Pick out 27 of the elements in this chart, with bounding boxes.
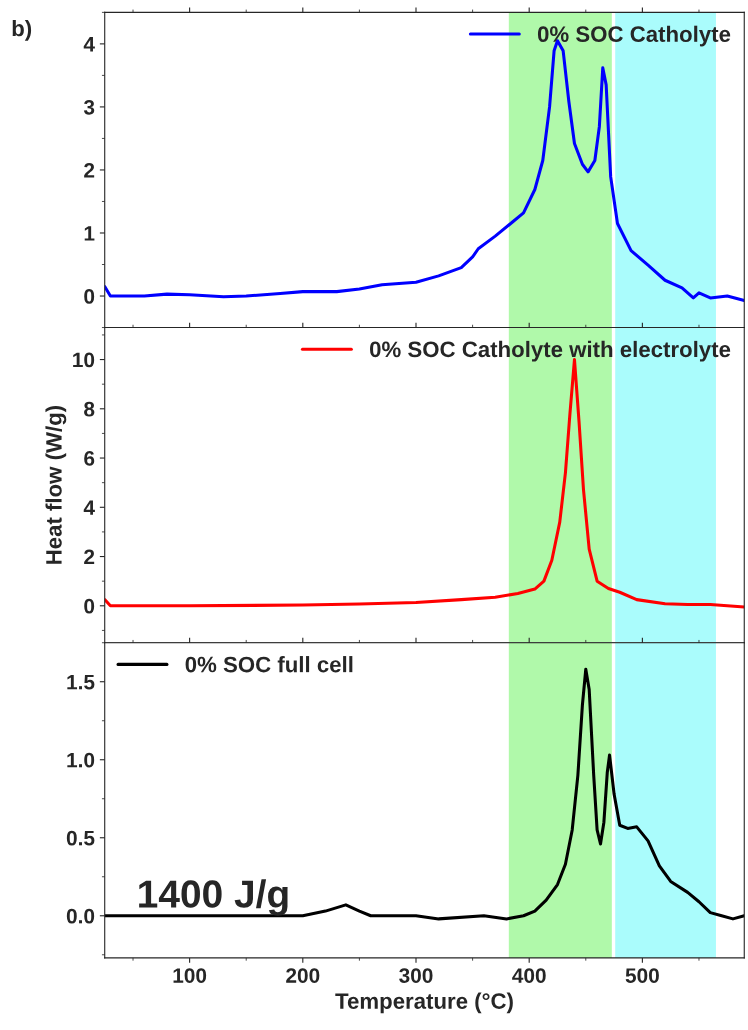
x-axis-title: Temperature (°C) [335, 992, 513, 1014]
x-tick-label: 500 [625, 968, 659, 983]
y-tick-label: 0.5 [66, 830, 95, 846]
annotation: 1400 J/g [139, 879, 288, 916]
x-tick-label: 200 [286, 968, 320, 983]
y-tick-label: 6 [84, 451, 95, 466]
y-tick-label: 10 [73, 352, 95, 368]
y-tick-label: 4 [83, 500, 95, 515]
y-tick-label: 0.0 [66, 908, 95, 924]
y-tick-label: 8 [84, 401, 95, 417]
x-tick-label: 300 [399, 968, 433, 983]
y-tick-label: 1.5 [67, 674, 95, 690]
y-tick-label: 0 [84, 598, 95, 614]
y-tick-label: 3 [83, 99, 95, 115]
y-tick-label: 1.0 [67, 752, 95, 768]
legend-label: 0% SOC Catholyte with electrolyte [370, 340, 731, 362]
x-tick-label: 400 [512, 968, 546, 983]
y-tick-label: 2 [84, 162, 95, 178]
y-tick-label: 2 [84, 549, 95, 565]
x-tick-label: 100 [173, 968, 207, 983]
legend-label: 0% SOC full cell [185, 656, 353, 673]
y-tick-label: 1 [84, 226, 95, 241]
y-tick-label: 0 [84, 289, 95, 304]
y-tick-label: 4 [83, 37, 95, 52]
legend-label: 0% SOC Catholyte [537, 25, 731, 47]
y-axis-title: Heat flow (W/g) [45, 406, 67, 564]
text: b) [12, 19, 32, 41]
